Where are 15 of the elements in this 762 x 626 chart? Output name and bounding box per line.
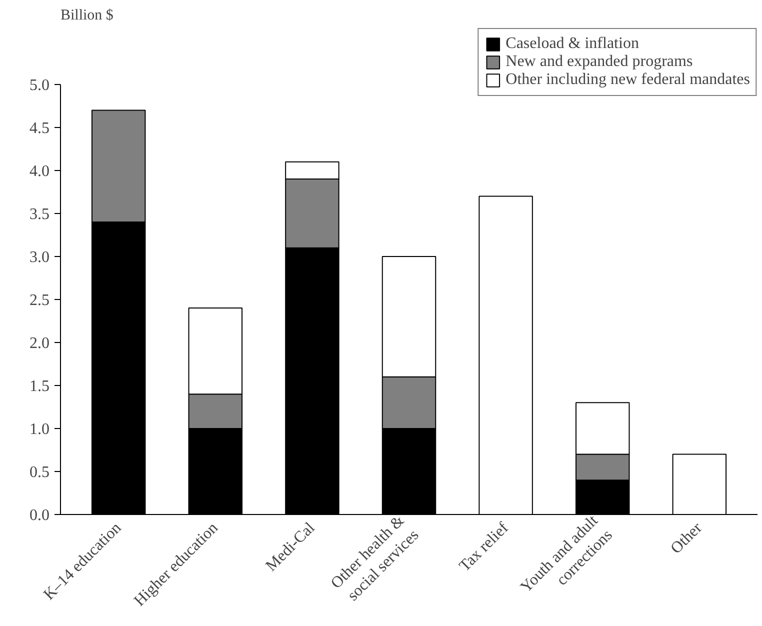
- y-tick-label: 4.0: [30, 162, 50, 180]
- y-tick-label: 3.0: [30, 248, 50, 266]
- y-tick-label: 1.0: [30, 420, 50, 438]
- legend-label: Caseload & inflation: [506, 35, 639, 53]
- y-tick-label: 4.5: [30, 120, 50, 137]
- y-tick-label: 0.5: [30, 464, 50, 481]
- legend-label: New and expanded programs: [506, 53, 693, 71]
- y-tick-label: 3.5: [30, 206, 50, 223]
- y-tick-label: 5.0: [30, 76, 50, 94]
- y-axis-title: Billion $: [60, 8, 114, 24]
- y-tick-label: 2.0: [30, 334, 50, 352]
- y-tick-label: 2.5: [30, 292, 50, 309]
- legend-label: Other including new federal mandates: [506, 71, 750, 89]
- y-tick-label: 1.5: [30, 378, 50, 395]
- y-tick-label: 0.0: [30, 507, 50, 524]
